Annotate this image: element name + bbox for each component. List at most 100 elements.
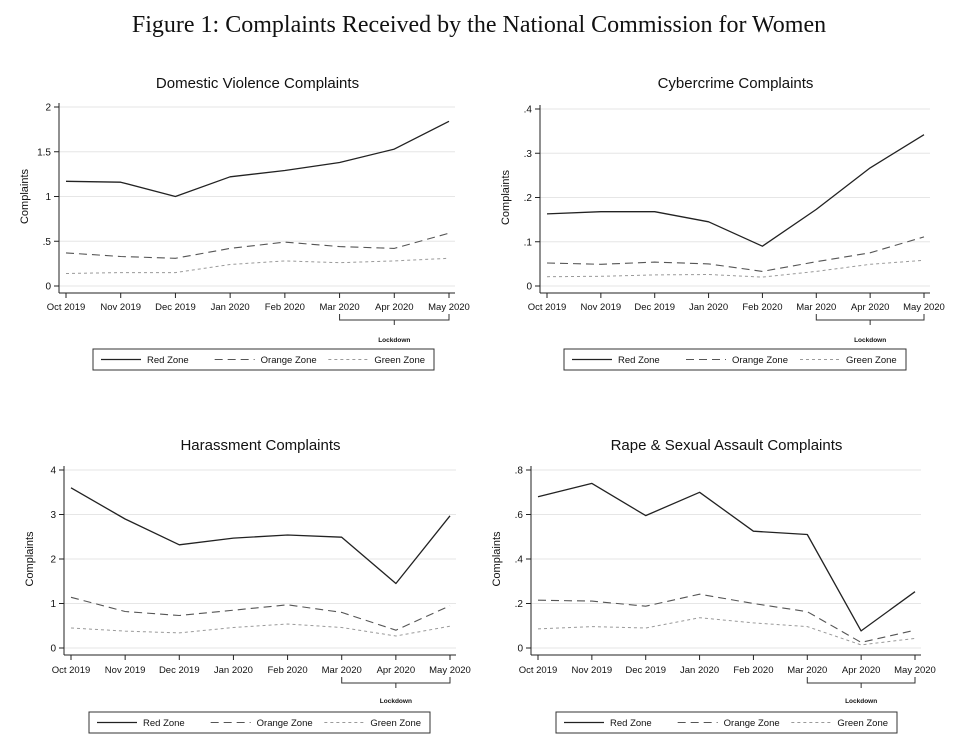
y-tick-label: 0 [517, 644, 523, 655]
x-tick-label: Dec 2019 [155, 302, 196, 313]
x-tick-label: May 2020 [428, 302, 470, 313]
x-tick-label: May 2020 [894, 665, 936, 676]
legend-label: Orange Zone [732, 355, 788, 366]
legend-label: Red Zone [610, 718, 652, 729]
series-line [537, 593, 916, 643]
x-tick-label: Oct 2019 [47, 302, 86, 313]
y-axis-label: Complaints [19, 168, 31, 224]
y-tick-label: .6 [515, 510, 524, 521]
legend-label: Red Zone [143, 718, 185, 729]
lockdown-label: Lockdown [378, 337, 410, 344]
x-tick-label: Oct 2019 [519, 665, 558, 676]
series-line [70, 487, 451, 585]
x-tick-label: Mar 2020 [796, 302, 836, 313]
x-tick-label: Mar 2020 [322, 665, 362, 676]
x-tick-label: Oct 2019 [528, 302, 567, 313]
y-axis-label: Complaints [491, 531, 503, 587]
lockdown-bracket [339, 314, 450, 325]
x-tick-label: Oct 2019 [52, 665, 91, 676]
series-line [65, 257, 450, 274]
y-tick-label: .4 [515, 555, 524, 566]
lockdown-label: Lockdown [380, 698, 412, 705]
x-tick-label: Dec 2019 [159, 665, 200, 676]
y-axis-label: Complaints [24, 531, 36, 587]
legend-label: Red Zone [618, 355, 660, 366]
y-tick-label: 2 [45, 103, 51, 114]
y-tick-label: 1.5 [37, 147, 51, 158]
legend-box [555, 711, 898, 734]
legend-label: Orange Zone [257, 718, 313, 729]
legend-label: Green Zone [374, 355, 425, 366]
x-tick-label: May 2020 [429, 665, 471, 676]
x-tick-label: Feb 2020 [265, 302, 305, 313]
chart-title: Cybercrime Complaints [658, 75, 814, 92]
y-tick-label: 1 [45, 192, 51, 203]
series-line [70, 596, 451, 631]
y-tick-label: 0 [45, 282, 51, 293]
lockdown-bracket [806, 677, 916, 688]
legend-label: Green Zone [846, 355, 897, 366]
x-tick-label: Jan 2020 [214, 665, 253, 676]
x-tick-label: Jan 2020 [211, 302, 250, 313]
y-tick-label: .2 [515, 599, 524, 610]
x-tick-label: Apr 2020 [375, 302, 414, 313]
y-tick-label: .5 [43, 237, 52, 248]
x-tick-label: Nov 2019 [105, 665, 146, 676]
y-tick-label: .3 [524, 149, 533, 160]
chart-panel: Harassment Complaints 0 1 2 3 4 Complaints Oct … [24, 437, 471, 734]
x-tick-label: Jan 2020 [689, 302, 728, 313]
series-line [546, 236, 925, 272]
x-tick-label: Feb 2020 [742, 302, 782, 313]
y-tick-label: .8 [515, 466, 524, 477]
x-tick-label: Feb 2020 [733, 665, 773, 676]
lockdown-label: Lockdown [845, 698, 877, 705]
legend-label: Orange Zone [724, 718, 780, 729]
x-tick-label: May 2020 [903, 302, 945, 313]
legend-box [92, 348, 435, 371]
chart-panel: Domestic Violence Complaints 0 .5 1 1.5 2 Comp… [19, 75, 470, 371]
x-tick-label: Jan 2020 [680, 665, 719, 676]
y-tick-label: 4 [50, 466, 56, 477]
x-tick-label: Nov 2019 [100, 302, 141, 313]
x-tick-label: Feb 2020 [267, 665, 307, 676]
y-tick-label: .2 [524, 193, 533, 204]
series-line [70, 623, 451, 637]
chart-title: Domestic Violence Complaints [156, 75, 359, 92]
chart-panel: Cybercrime Complaints 0 .1 .2 .3 .4 Complaints… [500, 75, 945, 371]
series-line [546, 134, 925, 247]
series-line [537, 617, 916, 646]
series-line [546, 259, 925, 278]
x-tick-label: Apr 2020 [377, 665, 416, 676]
lockdown-bracket [341, 677, 451, 688]
series-line [65, 232, 450, 259]
legend-label: Green Zone [837, 718, 888, 729]
y-tick-label: 0 [50, 644, 56, 655]
y-tick-label: .1 [524, 237, 533, 248]
x-tick-label: Mar 2020 [787, 665, 827, 676]
x-tick-label: Dec 2019 [625, 665, 666, 676]
y-tick-label: 0 [526, 282, 532, 293]
chart-panel: Rape & Sexual Assault Complaints 0 .2 .4 .6.… [491, 437, 936, 734]
y-axis-label: Complaints [500, 169, 512, 225]
series-line [537, 482, 916, 632]
chart-title: Rape & Sexual Assault Complaints [611, 437, 843, 454]
lockdown-label: Lockdown [854, 337, 886, 344]
x-tick-label: Dec 2019 [634, 302, 675, 313]
y-tick-label: .4 [524, 105, 533, 116]
y-tick-label: 2 [50, 555, 56, 566]
x-tick-label: Nov 2019 [572, 665, 613, 676]
legend-box [563, 348, 907, 371]
y-tick-label: 3 [50, 510, 56, 521]
legend-box [88, 711, 431, 734]
figure-title: Figure 1: Complaints Received by the Nat… [131, 12, 827, 38]
y-tick-label: 1 [50, 599, 56, 610]
series-line [65, 120, 450, 198]
lockdown-bracket [815, 314, 925, 325]
x-tick-label: Apr 2020 [851, 302, 890, 313]
x-tick-label: Apr 2020 [842, 665, 881, 676]
legend-label: Green Zone [370, 718, 421, 729]
chart-title: Harassment Complaints [180, 437, 340, 454]
x-tick-label: Nov 2019 [581, 302, 622, 313]
x-tick-label: Mar 2020 [320, 302, 360, 313]
